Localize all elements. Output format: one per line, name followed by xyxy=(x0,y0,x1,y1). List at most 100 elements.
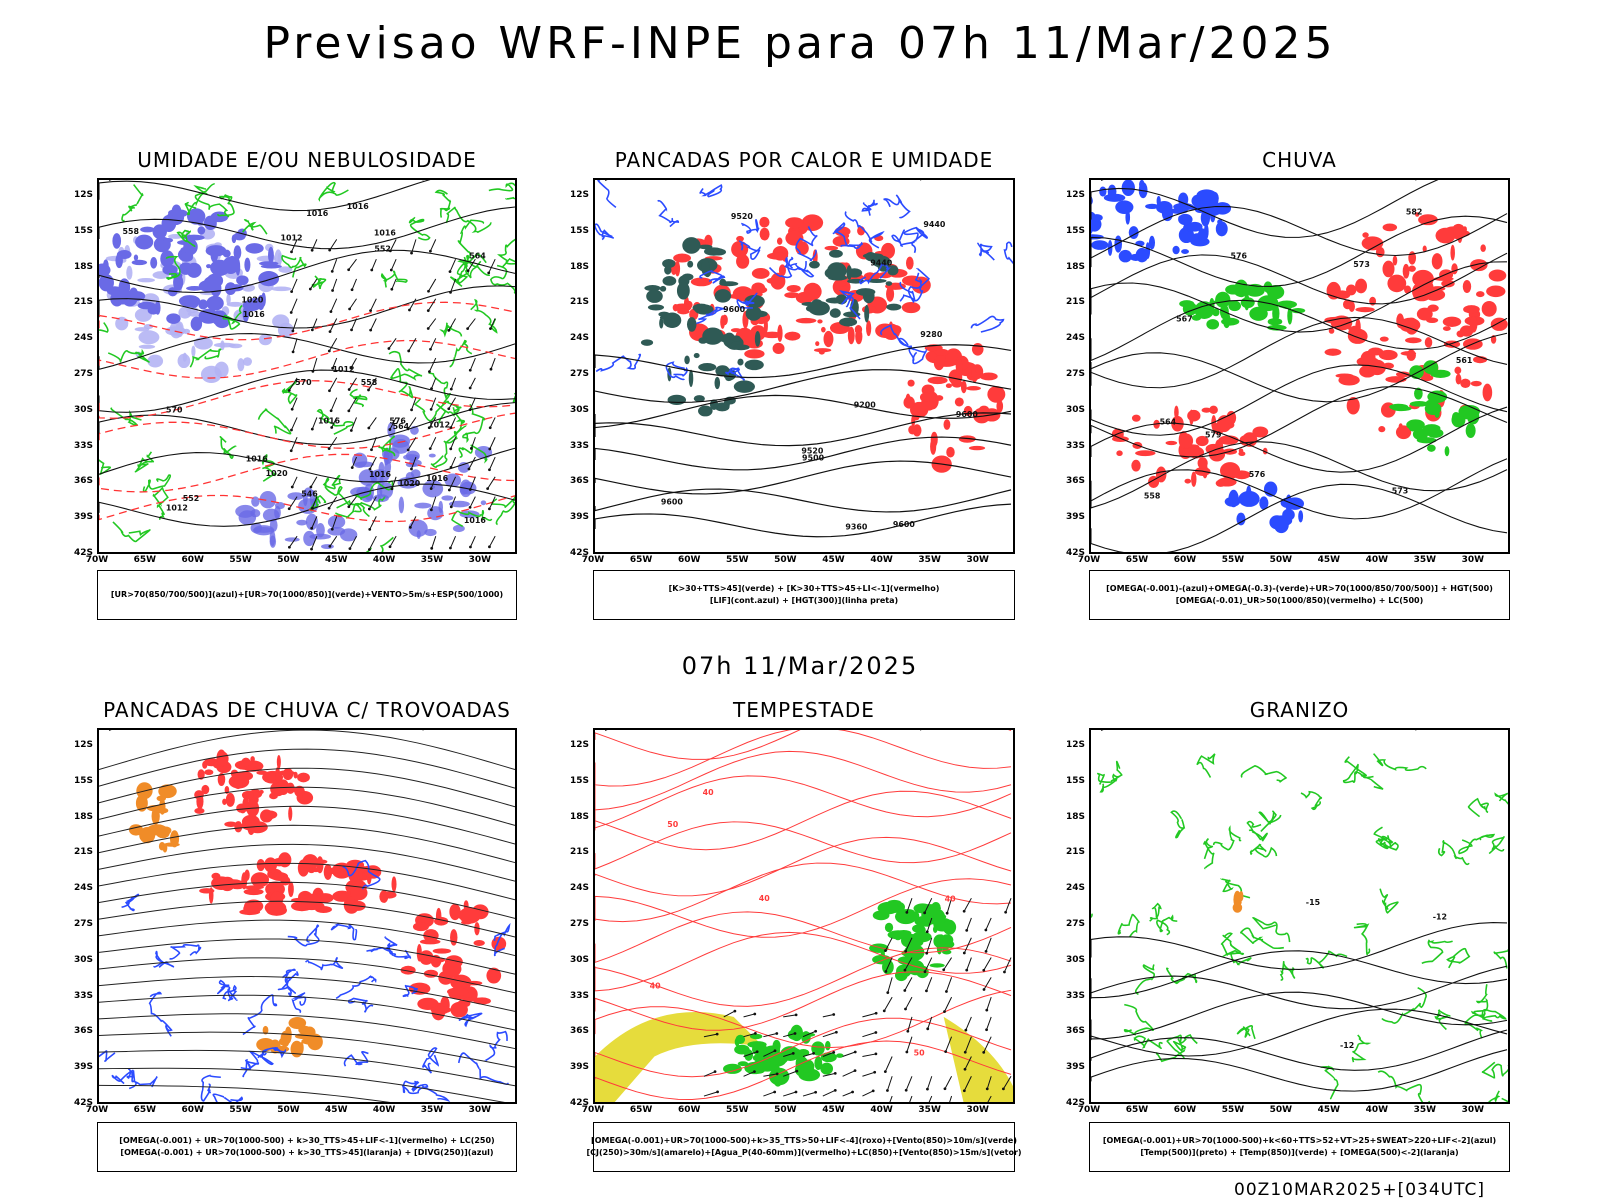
map-panel-granizo: -12 -12 -15 xyxy=(1089,728,1510,1104)
wind-vector xyxy=(1004,910,1008,914)
wind-vector xyxy=(348,258,357,271)
longitude-label: 70W xyxy=(1077,555,1101,565)
rain-omega-area xyxy=(1236,512,1246,526)
longitude-label: 55W xyxy=(229,1105,252,1115)
contour-label: -12 xyxy=(1340,1041,1354,1050)
thunderstorm-red-area xyxy=(297,772,310,783)
divergence-contour xyxy=(212,1093,243,1102)
thunderstorm-red-area xyxy=(432,948,452,954)
wind-vector xyxy=(987,1095,992,1102)
low-level-jet-area xyxy=(764,1045,781,1056)
latitude-label: 33S xyxy=(569,440,589,451)
longitude-label: 65W xyxy=(1125,1105,1149,1115)
instability-green-area xyxy=(723,368,737,381)
wind-vector xyxy=(814,1029,818,1033)
temperature-850-contour xyxy=(1501,1097,1508,1102)
rain-omega-area xyxy=(1139,180,1145,190)
wind-vector xyxy=(331,258,338,272)
humidity-mid-level-area xyxy=(178,306,192,319)
panel-title-pancadas_calor: PANCADAS POR CALOR E UMIDADE xyxy=(614,148,994,172)
instability-red-area xyxy=(786,284,801,293)
wind-vector xyxy=(407,436,417,451)
latitude-label: 33S xyxy=(1065,990,1085,1001)
rain-red-area xyxy=(1362,232,1369,238)
instability-green-area xyxy=(866,278,887,284)
instability-green-area xyxy=(745,306,762,321)
low-level-jet-area xyxy=(884,922,894,933)
instability-green-area xyxy=(667,394,687,405)
latitude-label: 18S xyxy=(569,261,589,272)
wind-vector xyxy=(743,1051,758,1057)
wind-vector xyxy=(468,368,472,372)
instability-red-area xyxy=(847,326,855,345)
instability-red-area xyxy=(979,372,998,381)
instability-green-area xyxy=(693,353,700,359)
instability-red-area xyxy=(901,301,921,314)
wind-vector xyxy=(926,917,933,932)
wind-vector xyxy=(291,350,295,354)
rain-red-area xyxy=(1402,263,1410,279)
instability-red-area xyxy=(815,341,820,347)
wind-vector xyxy=(489,437,496,450)
thunderstorm-red-area xyxy=(262,810,278,820)
low-level-jet-area xyxy=(825,1040,831,1051)
longitude-label: 60W xyxy=(1173,555,1197,565)
streamline-250 xyxy=(99,786,515,826)
instability-green-area xyxy=(885,281,893,286)
wind-vector xyxy=(428,357,437,372)
divergence-contour xyxy=(242,994,278,1036)
humidity-mid-level-area xyxy=(428,453,436,458)
thunderstorm-red-area xyxy=(202,760,208,769)
instability-red-area xyxy=(795,317,817,324)
wind-vector xyxy=(487,476,496,489)
humidity-low-level-contour xyxy=(107,348,150,363)
wind-vector xyxy=(428,278,437,292)
instability-red-area xyxy=(759,216,770,228)
wind-vector xyxy=(332,278,338,291)
longitude-label: 70W xyxy=(1077,1105,1101,1115)
streamline-250 xyxy=(99,1084,391,1102)
rain-omega-area xyxy=(1238,490,1260,507)
temperature-850-contour xyxy=(1252,916,1291,943)
instability-red-area xyxy=(727,293,750,299)
instability-red-area xyxy=(785,217,804,229)
streamline-250 xyxy=(99,1067,505,1102)
wind-vector xyxy=(842,1091,853,1097)
contour-label: 558 xyxy=(1144,491,1161,500)
humidity-low-level-contour xyxy=(497,238,515,268)
instability-red-area xyxy=(954,397,964,407)
wind-vector xyxy=(753,1032,757,1035)
wind-vector xyxy=(943,1087,947,1091)
rain-red-area xyxy=(1488,269,1507,282)
humidity-mid-level-area xyxy=(274,502,285,510)
wind-vector xyxy=(429,249,432,253)
legend-box-granizo: [OMEGA(-0.001)+UR>70(1000-500)+k<60+TTS>… xyxy=(1089,1122,1510,1172)
latitude-label: 24S xyxy=(569,333,589,344)
wind-vector xyxy=(368,527,372,531)
latitude-label: 21S xyxy=(1065,847,1085,858)
instability-green-area xyxy=(886,303,902,311)
geopotential-500-contour xyxy=(1091,215,1508,287)
wind-vector xyxy=(450,417,457,428)
latitude-label: 39S xyxy=(1065,1062,1085,1073)
rain-omega-area xyxy=(1178,192,1189,207)
wind-vector xyxy=(347,505,351,509)
panel-title-chuva: CHUVA xyxy=(1262,148,1337,172)
low-level-jet-area xyxy=(911,931,932,943)
water-vapor-contour xyxy=(595,989,1012,1048)
wind-vector xyxy=(723,1010,736,1018)
rain-red-area xyxy=(1375,246,1385,258)
streamline-250 xyxy=(99,824,515,864)
wind-vector xyxy=(328,496,338,509)
wind-vector xyxy=(447,488,451,492)
wind-vector xyxy=(886,1089,889,1092)
wind-vector xyxy=(984,949,988,953)
wind-vector xyxy=(349,429,353,432)
water-vapor-contour xyxy=(595,836,1012,897)
wind-vector xyxy=(833,1088,837,1092)
longitude-label: 45W xyxy=(1317,555,1341,565)
contour-label: 1012 xyxy=(428,420,450,429)
hail-omega-area xyxy=(1236,899,1242,906)
instability-red-area xyxy=(834,280,847,287)
wind-vector xyxy=(411,397,417,410)
